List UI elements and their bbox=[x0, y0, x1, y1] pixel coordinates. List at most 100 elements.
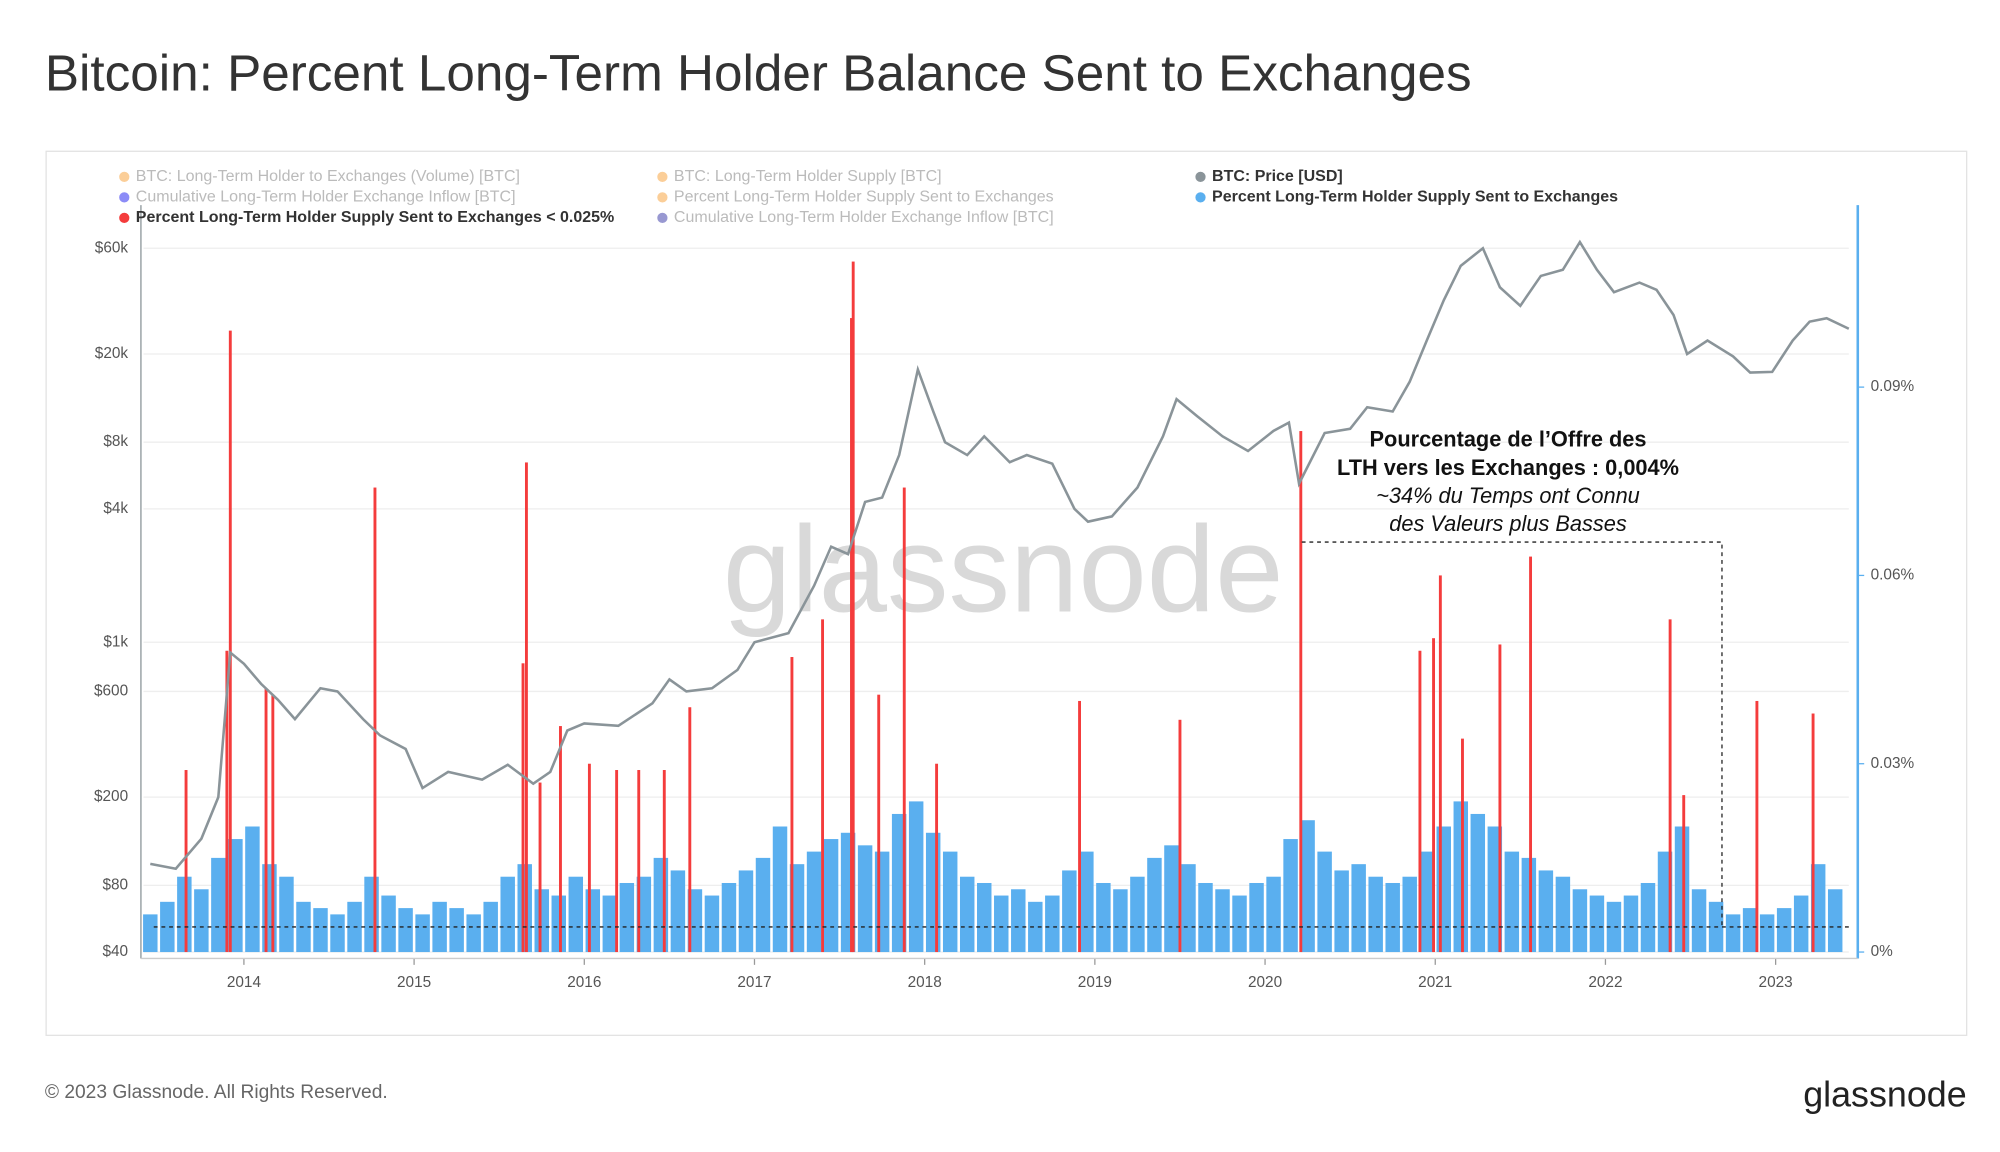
bar bbox=[1198, 882, 1213, 953]
bar bbox=[585, 889, 601, 953]
x-tick-label: 2020 bbox=[1248, 974, 1282, 991]
bar bbox=[1130, 876, 1145, 953]
bar bbox=[1470, 813, 1486, 953]
logo: glassnode bbox=[1803, 1074, 1966, 1114]
bar bbox=[271, 694, 275, 953]
bar bbox=[228, 330, 232, 953]
bar bbox=[1759, 914, 1775, 953]
legend-swatch bbox=[1195, 171, 1206, 183]
bar bbox=[772, 826, 788, 953]
bar bbox=[1691, 889, 1707, 953]
bar bbox=[1461, 738, 1464, 953]
legend-swatch bbox=[657, 192, 668, 203]
legend-label: BTC: Price [USD] bbox=[1212, 168, 1343, 185]
bar bbox=[1045, 895, 1060, 953]
bar bbox=[587, 763, 591, 953]
bar bbox=[538, 782, 542, 953]
bar bbox=[1453, 801, 1469, 953]
y-tick-label: $4k bbox=[103, 500, 128, 517]
legend-label: BTC: Long-Term Holder to Exchanges (Volu… bbox=[136, 168, 520, 185]
bar bbox=[789, 864, 805, 953]
bar bbox=[994, 895, 1009, 953]
bar bbox=[1351, 864, 1366, 953]
legend-label: Cumulative Long-Term Holder Exchange Inf… bbox=[136, 189, 516, 206]
bar bbox=[1529, 556, 1533, 953]
annotation-italic: ~34% du Temps ont Connu bbox=[1376, 483, 1640, 508]
bar bbox=[850, 318, 853, 953]
x-tick-label: 2015 bbox=[397, 974, 431, 991]
y-tick-label: $20k bbox=[95, 345, 129, 362]
legend-swatch bbox=[119, 192, 130, 203]
bar bbox=[1487, 826, 1503, 953]
bar bbox=[1432, 638, 1435, 953]
bar bbox=[1299, 431, 1303, 953]
bar bbox=[925, 832, 941, 953]
y2-tick-label: 0.03% bbox=[1871, 755, 1915, 772]
chart-frame bbox=[45, 150, 1968, 1036]
bar bbox=[615, 770, 619, 953]
y-tick-label: $80 bbox=[102, 876, 128, 893]
bar bbox=[194, 889, 209, 953]
bar bbox=[1249, 882, 1264, 953]
bar bbox=[908, 801, 924, 953]
bar bbox=[1827, 889, 1843, 953]
bar bbox=[1317, 851, 1332, 953]
bar bbox=[959, 876, 975, 953]
footer: © 2023 Glassnode. All Rights Reserved. bbox=[45, 1082, 388, 1103]
bar bbox=[1555, 876, 1571, 953]
x-tick-label: 2023 bbox=[1759, 974, 1793, 991]
bar bbox=[521, 663, 525, 953]
legend-label: Percent Long-Term Holder Supply Sent to … bbox=[674, 189, 1054, 206]
bar bbox=[1793, 895, 1809, 953]
bar bbox=[602, 895, 618, 953]
legend-label: BTC: Long-Term Holder Supply [BTC] bbox=[674, 168, 942, 185]
bar bbox=[1078, 700, 1081, 953]
bar bbox=[1668, 619, 1672, 953]
bar bbox=[877, 694, 881, 953]
bar bbox=[637, 770, 641, 953]
annotation-italic: des Valeurs plus Basses bbox=[1389, 511, 1627, 536]
bar bbox=[184, 770, 188, 953]
legend-swatch bbox=[119, 171, 130, 183]
bar bbox=[1438, 575, 1442, 953]
bar bbox=[398, 908, 413, 953]
bar bbox=[1810, 864, 1826, 953]
bar bbox=[902, 487, 906, 953]
bar bbox=[1178, 719, 1182, 953]
bar bbox=[806, 851, 822, 953]
chart-title: Bitcoin: Percent Long-Term Holder Balanc… bbox=[45, 44, 1472, 101]
bar bbox=[330, 914, 345, 953]
bar bbox=[177, 876, 192, 953]
bar bbox=[373, 487, 377, 953]
bar bbox=[245, 826, 260, 953]
bar bbox=[1164, 845, 1179, 953]
bar bbox=[1572, 889, 1588, 953]
legend-label: Percent Long-Term Holder Supply Sent to … bbox=[1212, 189, 1618, 206]
bar bbox=[1623, 895, 1639, 953]
bar bbox=[1385, 882, 1400, 953]
y-tick-label: $60k bbox=[95, 239, 129, 256]
price-line bbox=[150, 239, 1850, 871]
bar bbox=[1776, 908, 1792, 953]
x-tick-label: 2018 bbox=[908, 974, 942, 991]
bar bbox=[483, 901, 498, 953]
bar bbox=[619, 882, 635, 953]
bar bbox=[1368, 876, 1383, 953]
bar bbox=[559, 726, 562, 953]
bar bbox=[874, 851, 890, 953]
x-tick-label: 2021 bbox=[1418, 974, 1452, 991]
bar bbox=[500, 876, 515, 953]
legend-swatch bbox=[119, 212, 130, 224]
bar bbox=[1606, 901, 1622, 953]
y-tick-label: $200 bbox=[94, 788, 128, 805]
bar bbox=[1283, 839, 1298, 953]
bar bbox=[755, 857, 771, 953]
bar bbox=[1147, 857, 1162, 953]
bar bbox=[1181, 864, 1196, 953]
bar bbox=[1011, 889, 1026, 953]
bar bbox=[534, 889, 549, 953]
bar bbox=[524, 462, 528, 953]
bar bbox=[662, 770, 666, 953]
bar bbox=[704, 895, 720, 953]
bar bbox=[1682, 795, 1686, 953]
